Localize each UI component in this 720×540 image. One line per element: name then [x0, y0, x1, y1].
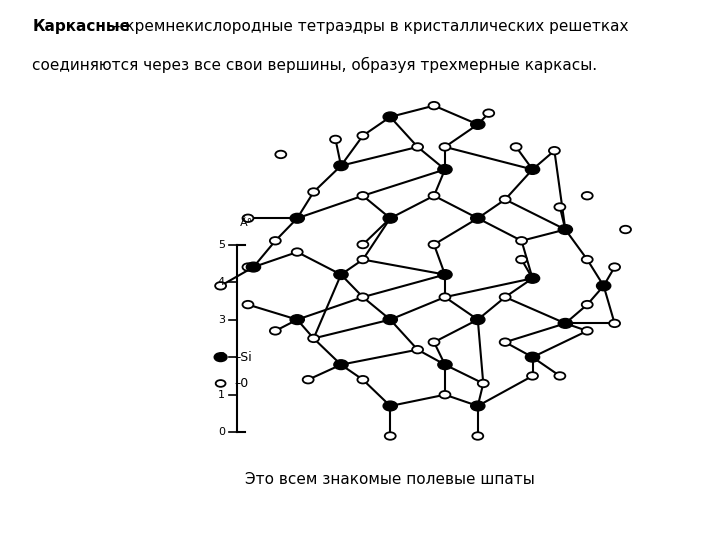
Circle shape — [516, 237, 527, 245]
Circle shape — [609, 264, 620, 271]
Circle shape — [412, 143, 423, 151]
Circle shape — [216, 380, 225, 387]
Circle shape — [270, 327, 281, 335]
Circle shape — [527, 372, 538, 380]
Circle shape — [500, 293, 510, 301]
Circle shape — [439, 143, 451, 151]
Circle shape — [334, 269, 348, 280]
Circle shape — [330, 136, 341, 143]
Circle shape — [438, 165, 452, 174]
Circle shape — [549, 147, 560, 154]
Circle shape — [428, 192, 439, 199]
Circle shape — [558, 319, 572, 328]
Circle shape — [620, 226, 631, 233]
Circle shape — [471, 119, 485, 129]
Circle shape — [609, 320, 620, 327]
Circle shape — [428, 339, 439, 346]
Circle shape — [428, 102, 439, 110]
Circle shape — [334, 360, 348, 369]
Circle shape — [302, 376, 314, 383]
Circle shape — [510, 143, 521, 151]
Circle shape — [334, 161, 348, 171]
Circle shape — [428, 241, 439, 248]
Circle shape — [270, 237, 281, 245]
Text: 5: 5 — [218, 240, 225, 249]
Circle shape — [383, 401, 397, 411]
Circle shape — [582, 192, 593, 199]
Circle shape — [582, 301, 593, 308]
Circle shape — [471, 315, 485, 325]
Circle shape — [243, 301, 253, 308]
Circle shape — [383, 315, 397, 325]
Circle shape — [215, 282, 226, 289]
Circle shape — [290, 213, 305, 223]
Circle shape — [357, 256, 369, 264]
Circle shape — [558, 225, 572, 234]
Circle shape — [357, 293, 369, 301]
Text: Å°: Å° — [240, 218, 253, 228]
Text: – кремнекислородные тетраэдры в кристаллических решетках: – кремнекислородные тетраэдры в кристалл… — [108, 19, 629, 34]
Circle shape — [471, 213, 485, 223]
Circle shape — [582, 327, 593, 335]
Circle shape — [383, 112, 397, 122]
Circle shape — [438, 269, 452, 280]
Text: –Si: –Si — [234, 350, 252, 363]
Circle shape — [439, 391, 451, 399]
Text: Это всем знакомые полевые шпаты: Это всем знакомые полевые шпаты — [245, 472, 534, 488]
Circle shape — [526, 352, 539, 362]
Circle shape — [526, 165, 539, 174]
Circle shape — [478, 380, 489, 387]
Circle shape — [439, 293, 451, 301]
Circle shape — [597, 281, 611, 291]
Circle shape — [243, 214, 253, 222]
Text: 4: 4 — [218, 277, 225, 287]
Circle shape — [357, 132, 369, 139]
Circle shape — [243, 264, 253, 271]
Circle shape — [472, 432, 483, 440]
Circle shape — [483, 110, 494, 117]
Circle shape — [412, 346, 423, 353]
Circle shape — [526, 273, 539, 283]
Circle shape — [500, 339, 510, 346]
Circle shape — [554, 372, 565, 380]
Text: –0: –0 — [234, 377, 248, 390]
Circle shape — [357, 241, 369, 248]
Circle shape — [275, 151, 287, 158]
Text: 3: 3 — [218, 315, 225, 325]
Text: 0: 0 — [218, 427, 225, 437]
Circle shape — [246, 262, 261, 272]
Circle shape — [308, 335, 319, 342]
Circle shape — [357, 192, 369, 199]
Circle shape — [516, 256, 527, 264]
Circle shape — [215, 353, 227, 362]
Circle shape — [554, 203, 565, 211]
Circle shape — [384, 432, 396, 440]
Circle shape — [357, 376, 369, 383]
Circle shape — [438, 360, 452, 369]
Circle shape — [308, 188, 319, 195]
Text: соединяются через все свои вершины, образуя трехмерные каркасы.: соединяются через все свои вершины, обра… — [32, 57, 598, 73]
Circle shape — [383, 213, 397, 223]
Circle shape — [582, 256, 593, 264]
Circle shape — [290, 315, 305, 325]
Circle shape — [471, 401, 485, 411]
Text: Каркасные: Каркасные — [32, 19, 130, 34]
Circle shape — [500, 195, 510, 203]
Circle shape — [292, 248, 302, 256]
Text: 2: 2 — [218, 352, 225, 362]
Text: 1: 1 — [218, 390, 225, 400]
